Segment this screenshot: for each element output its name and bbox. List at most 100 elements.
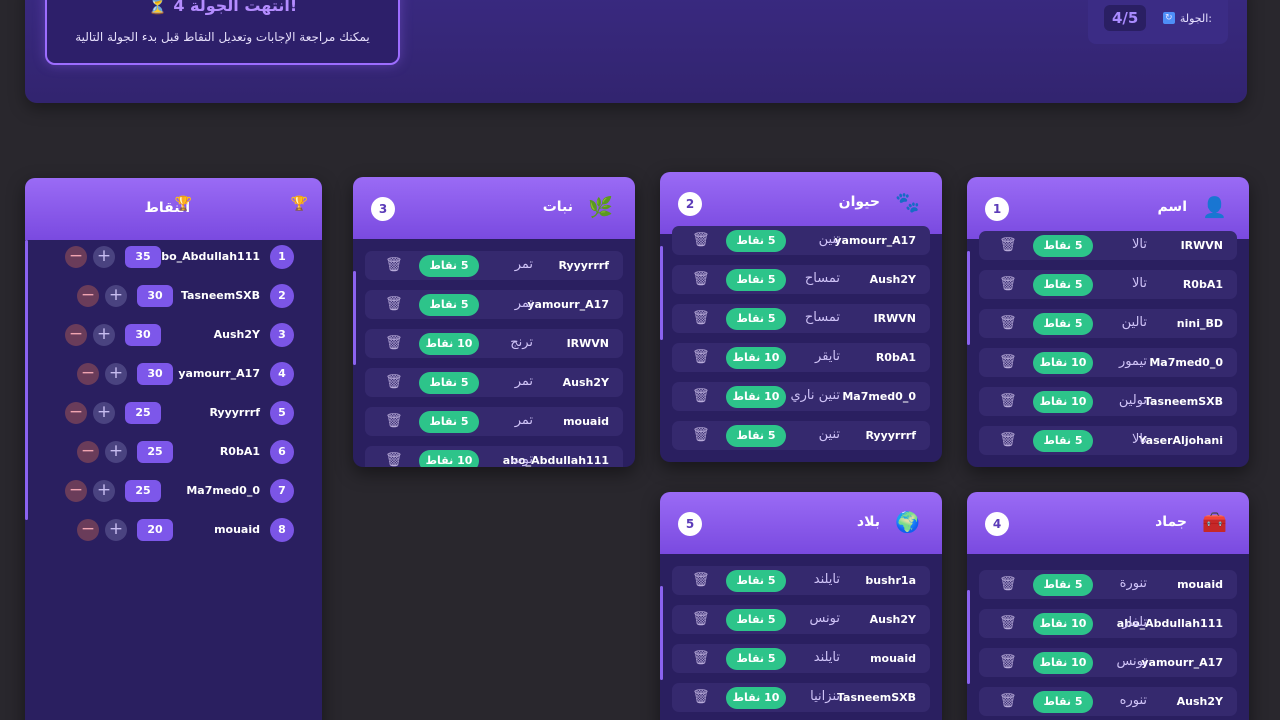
plus-button[interactable]: + [93,246,115,268]
points-badge[interactable]: 5 نقاط [1033,430,1093,452]
plus-button[interactable]: + [93,324,115,346]
points-badge[interactable]: 10 نقاط [726,347,786,369]
plus-button[interactable]: + [93,480,115,502]
player-name: Ryyyrrrf [558,259,609,272]
trash-icon[interactable]: 🗑 [692,232,710,248]
player-name: Ryyyrrrf [209,406,260,419]
category-panel-object: 4 جماد 🧰 mouaid تنورة 5 نقاط 🗑 abo_Abdullah111 ت… [967,492,1249,720]
points-badge[interactable]: 10 نقاط [726,386,786,408]
trash-icon[interactable]: 🗑 [692,427,710,443]
points-badge[interactable]: 5 نقاط [726,609,786,631]
trash-icon[interactable]: 🗑 [692,310,710,326]
answer-word: تونس [809,611,840,626]
trash-icon[interactable]: 🗑 [999,276,1017,292]
trash-icon[interactable]: 🗑 [385,296,403,312]
points-badge[interactable]: 5 نقاط [419,255,479,277]
answer-row: Aush2Y تنوره 5 نقاط 🗑 [979,687,1237,716]
points-badge[interactable]: 5 نقاط [726,425,786,447]
player-name: TasneemSXB [180,289,260,302]
points-badge[interactable]: 10 نقاط [726,687,786,709]
points-badge[interactable]: 10 نقاط [1033,352,1093,374]
minus-button[interactable]: − [65,480,87,502]
trash-icon[interactable]: 🗑 [692,650,710,666]
points-badge[interactable]: 10 نقاط [1033,613,1093,635]
trash-icon[interactable]: 🗑 [385,413,403,429]
trash-icon[interactable]: 🗑 [999,576,1017,592]
plus-button[interactable]: + [105,285,127,307]
trash-icon[interactable]: 🗑 [999,654,1017,670]
player-name: YaserAljohani [1138,434,1223,447]
minus-button[interactable]: − [65,402,87,424]
trash-icon[interactable]: 🗑 [692,271,710,287]
points-badge[interactable]: 10 نقاط [419,333,479,355]
rank-badge: 5 [270,401,294,425]
points-badge[interactable]: 10 نقاط [419,450,479,467]
trash-icon[interactable]: 🗑 [692,689,710,705]
player-name: abo_Abdullah111 [502,454,609,467]
answer-row: yamourr_A17 تنين 5 نقاط 🗑 [672,226,930,255]
scrollbar[interactable] [967,251,970,345]
answer-word: تالين [1121,315,1147,330]
trophy-icon: 🏆 [174,196,192,212]
trash-icon[interactable]: 🗑 [385,452,403,467]
trash-icon[interactable]: 🗑 [692,572,710,588]
plus-button[interactable]: + [93,402,115,424]
trash-icon[interactable]: 🗑 [999,615,1017,631]
answer-word: تايقر [815,349,840,364]
minus-button[interactable]: − [77,441,99,463]
points-badge[interactable]: 5 نقاط [419,411,479,433]
trash-icon[interactable]: 🗑 [385,374,403,390]
category-panel-animal: 2 حيوان 🐾 yamourr_A17 تنين 5 نقاط 🗑 Aush2Y تمساح… [660,172,942,462]
trash-icon[interactable]: 🗑 [999,432,1017,448]
refresh-icon: ↻ [1162,12,1175,24]
player-name: TasneemSXB [1143,395,1223,408]
answer-word: تالا [1132,237,1147,252]
player-name: Ma7med0_0 [186,484,260,497]
plus-button[interactable]: + [105,519,127,541]
trash-icon[interactable]: 🗑 [999,354,1017,370]
points-badge[interactable]: 5 نقاط [419,372,479,394]
player-name: R0bA1 [219,445,260,458]
trash-icon[interactable]: 🗑 [999,693,1017,709]
trash-icon[interactable]: 🗑 [692,388,710,404]
points-badge[interactable]: 5 نقاط [419,294,479,316]
trash-icon[interactable]: 🗑 [692,349,710,365]
rank-badge: 8 [270,518,294,542]
scrollbar[interactable] [660,586,663,680]
trash-icon[interactable]: 🗑 [385,335,403,351]
trash-icon[interactable]: 🗑 [999,315,1017,331]
minus-button[interactable]: − [77,285,99,307]
category-number: 2 [678,192,702,216]
minus-button[interactable]: − [65,324,87,346]
points-badge[interactable]: 5 نقاط [1033,235,1093,257]
answer-word: تنوره [1119,693,1147,708]
points-badge[interactable]: 5 نقاط [1033,691,1093,713]
minus-button[interactable]: − [77,519,99,541]
points-badge[interactable]: 5 نقاط [726,308,786,330]
scrollbar[interactable] [660,246,663,340]
trash-icon[interactable]: 🗑 [999,237,1017,253]
points-badge[interactable]: 5 نقاط [1033,574,1093,596]
points-badge[interactable]: 5 نقاط [726,269,786,291]
category-title: بلاد [856,514,880,530]
rank-badge: 7 [270,479,294,503]
points-badge[interactable]: 5 نقاط [726,230,786,252]
trash-icon[interactable]: 🗑 [385,257,403,273]
scrollbar[interactable] [353,271,356,365]
points-badge[interactable]: 5 نقاط [726,648,786,670]
trash-icon[interactable]: 🗑 [999,393,1017,409]
category-number: 5 [678,512,702,536]
scrollbar[interactable] [967,590,970,684]
points-badge[interactable]: 5 نقاط [726,570,786,592]
points-badge[interactable]: 5 نقاط [1033,313,1093,335]
points-badge[interactable]: 10 نقاط [1033,652,1093,674]
trash-icon[interactable]: 🗑 [692,611,710,627]
plus-button[interactable]: + [105,441,127,463]
minus-button[interactable]: − [77,363,99,385]
points-badge[interactable]: 10 نقاط [1033,391,1093,413]
minus-button[interactable]: − [65,246,87,268]
scrollbar[interactable] [25,240,28,520]
points-badge[interactable]: 5 نقاط [1033,274,1093,296]
plus-button[interactable]: + [105,363,127,385]
answer-word: تيمور [1118,354,1147,369]
